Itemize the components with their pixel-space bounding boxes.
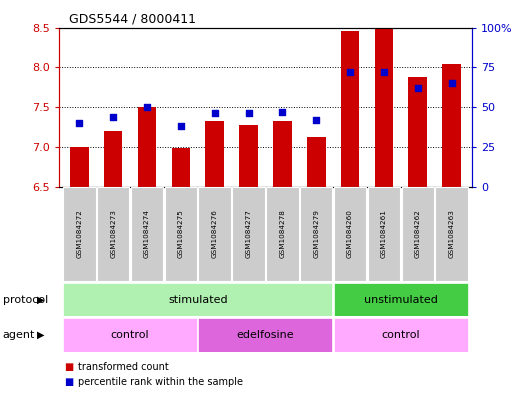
Bar [368, 187, 400, 281]
Bar [239, 125, 258, 187]
Bar [104, 131, 123, 187]
Text: GSM1084276: GSM1084276 [212, 209, 218, 258]
Text: ▶: ▶ [37, 330, 45, 340]
Text: GSM1084279: GSM1084279 [313, 209, 319, 258]
Bar [232, 187, 265, 281]
Bar [436, 187, 468, 281]
Text: ■: ■ [64, 377, 73, 387]
Text: agent: agent [3, 330, 35, 340]
Text: GSM1084263: GSM1084263 [449, 209, 455, 258]
Point [75, 120, 84, 126]
Point [211, 110, 219, 117]
Text: GDS5544 / 8000411: GDS5544 / 8000411 [69, 13, 196, 26]
Point [109, 114, 117, 120]
Text: stimulated: stimulated [168, 295, 228, 305]
Bar [408, 77, 427, 187]
Text: transformed count: transformed count [78, 362, 169, 373]
Point [312, 117, 320, 123]
Bar [334, 283, 468, 316]
Bar [334, 187, 366, 281]
Bar [70, 147, 89, 187]
Bar [266, 187, 299, 281]
Point [413, 85, 422, 91]
Text: GSM1084275: GSM1084275 [178, 209, 184, 258]
Bar [171, 149, 190, 187]
Text: GSM1084278: GSM1084278 [280, 209, 285, 258]
Text: edelfosine: edelfosine [236, 330, 294, 340]
Bar [300, 187, 332, 281]
Bar [131, 187, 163, 281]
Bar [334, 318, 468, 352]
Text: control: control [111, 330, 149, 340]
Text: ▶: ▶ [37, 295, 45, 305]
Text: percentile rank within the sample: percentile rank within the sample [78, 377, 244, 387]
Bar [199, 318, 332, 352]
Bar [63, 283, 332, 316]
Point [380, 69, 388, 75]
Text: GSM1084262: GSM1084262 [415, 209, 421, 258]
Bar [63, 318, 197, 352]
Point [245, 110, 253, 117]
Text: GSM1084260: GSM1084260 [347, 209, 353, 258]
Text: GSM1084277: GSM1084277 [246, 209, 251, 258]
Text: GSM1084272: GSM1084272 [76, 209, 82, 258]
Text: ■: ■ [64, 362, 73, 373]
Bar [374, 28, 393, 187]
Bar [442, 64, 461, 187]
Point [447, 80, 456, 86]
Text: unstimulated: unstimulated [364, 295, 438, 305]
Bar [307, 136, 326, 187]
Bar [273, 121, 292, 187]
Bar [199, 187, 231, 281]
Point [346, 69, 354, 75]
Bar [341, 31, 360, 187]
Point [177, 123, 185, 129]
Point [143, 104, 151, 110]
Bar [205, 121, 224, 187]
Bar [137, 107, 156, 187]
Text: GSM1084261: GSM1084261 [381, 209, 387, 258]
Bar [97, 187, 129, 281]
Text: control: control [382, 330, 420, 340]
Text: protocol: protocol [3, 295, 48, 305]
Bar [63, 187, 95, 281]
Text: GSM1084274: GSM1084274 [144, 209, 150, 258]
Point [278, 109, 286, 115]
Bar [402, 187, 434, 281]
Bar [165, 187, 197, 281]
Text: GSM1084273: GSM1084273 [110, 209, 116, 258]
